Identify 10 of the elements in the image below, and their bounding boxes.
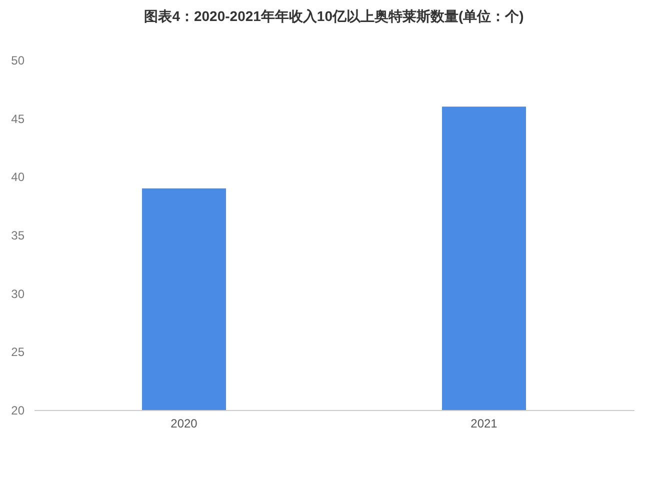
y-tick-label: 50 [11, 54, 25, 68]
x-tick-label: 2020 [170, 416, 198, 430]
y-tick-label: 35 [11, 228, 25, 242]
chart-title: 图表4：2020-2021年年收入10亿以上奥特莱斯数量(单位：个) [144, 8, 524, 24]
x-tick-label: 2021 [470, 416, 498, 430]
y-tick-label: 20 [11, 404, 25, 418]
y-tick-label: 25 [11, 345, 25, 360]
y-tick-label: 45 [11, 112, 25, 126]
y-tick-label: 40 [11, 170, 25, 184]
y-tick-label: 30 [11, 286, 25, 301]
